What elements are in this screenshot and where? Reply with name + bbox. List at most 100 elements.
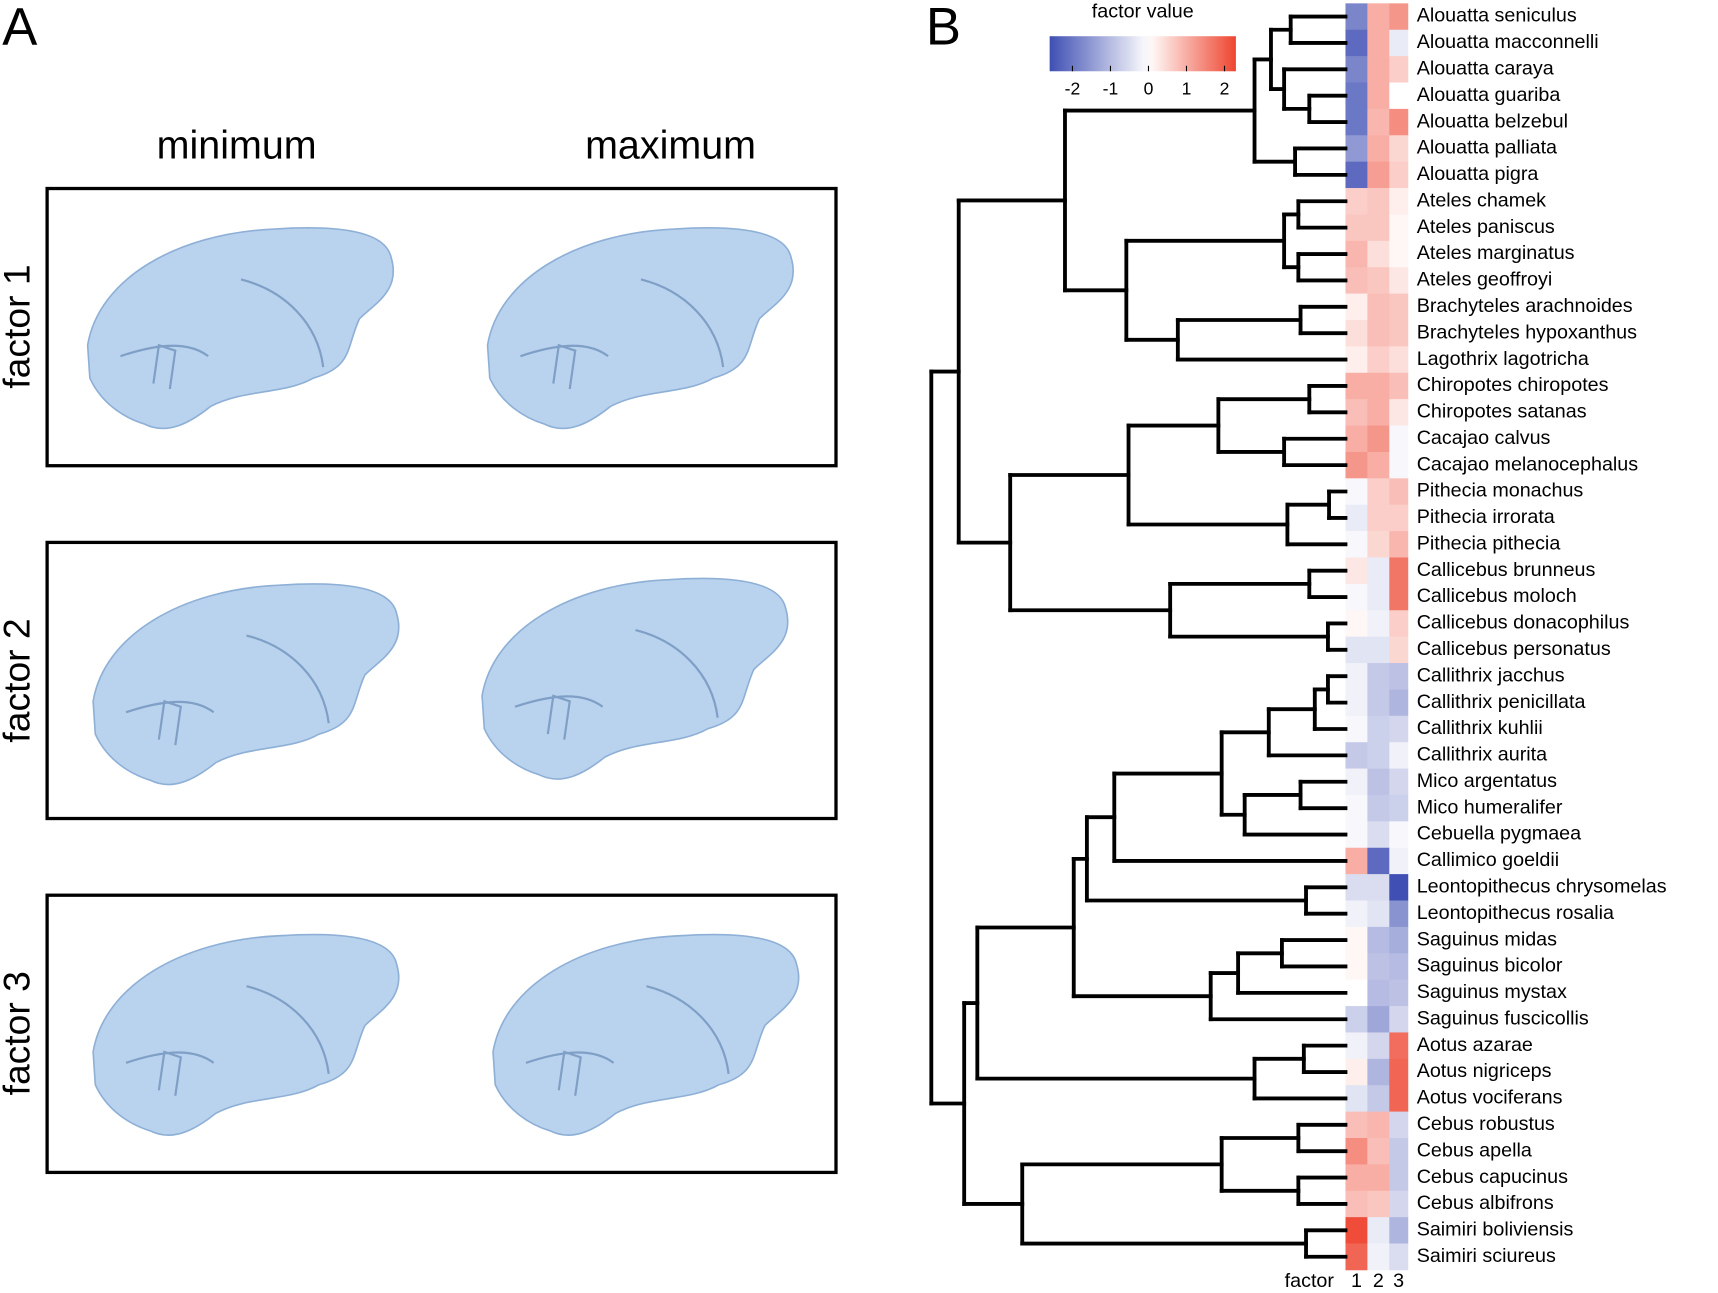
brain-render: [491, 933, 800, 1137]
heatmap-cell: [1367, 1190, 1390, 1218]
species-label: Ateles geoffroyi: [1417, 269, 1553, 291]
heatmap-cell: [1367, 1243, 1390, 1271]
species-label: Saimiri boliviensis: [1417, 1219, 1574, 1241]
species-label: Callithrix penicillata: [1417, 691, 1586, 713]
brain-render: [86, 226, 395, 430]
species-label: Alouatta seniculus: [1417, 5, 1577, 27]
heatmap-cell: [1345, 715, 1368, 743]
heatmap-cell: [1345, 794, 1368, 822]
heatmap-cell: [1345, 874, 1368, 901]
heatmap-cell: [1367, 188, 1390, 215]
heatmap-cell: [1367, 240, 1390, 268]
species-label: Saguinus fuscicollis: [1417, 1007, 1589, 1029]
heatmap-cell: [1345, 557, 1368, 585]
heatmap-cell: [1345, 267, 1368, 294]
species-label: Saimiri sciureus: [1417, 1245, 1556, 1267]
heatmap-cell: [1345, 953, 1368, 981]
heatmap-cell: [1345, 1190, 1368, 1218]
species-label: Callicebus moloch: [1417, 585, 1577, 607]
species-label: Alouatta belzebul: [1417, 110, 1568, 132]
heatmap-cell: [1389, 346, 1409, 374]
species-label: Cebus robustus: [1417, 1113, 1555, 1135]
heatmap-cell: [1345, 240, 1368, 268]
heatmap-cell: [1389, 926, 1409, 954]
heatmap-cell: [1389, 188, 1409, 215]
heatmap-cell: [1389, 504, 1409, 532]
heatmap-cell: [1345, 583, 1368, 611]
heatmap-cell: [1367, 319, 1390, 347]
species-label: Callimico goeldii: [1417, 849, 1559, 871]
heatmap-cell: [1345, 1085, 1368, 1112]
heatmap-cell: [1345, 478, 1368, 506]
heatmap-cell: [1367, 451, 1390, 479]
heatmap-cell: [1367, 1032, 1390, 1060]
heatmap-cell: [1389, 1137, 1409, 1165]
heatmap-cell: [1367, 504, 1390, 532]
heatmap-cell: [1389, 240, 1409, 268]
heatmap-cell: [1389, 1032, 1409, 1060]
heatmap-cell: [1367, 135, 1390, 162]
heatmap-cell: [1367, 82, 1390, 110]
species-label: Mico humeralifer: [1417, 796, 1563, 818]
heatmap-cell: [1367, 478, 1390, 506]
heatmap-cell: [1345, 1032, 1368, 1060]
heatmap-cell: [1389, 1217, 1409, 1244]
heatmap-cell: [1389, 214, 1409, 242]
heatmap-cell: [1389, 319, 1409, 347]
heatmap-cell: [1345, 531, 1368, 558]
species-label: Cacajao melanocephalus: [1417, 453, 1639, 475]
heatmap-cell: [1367, 1058, 1390, 1086]
heatmap-cell: [1389, 557, 1409, 585]
heatmap-cell: [1345, 663, 1368, 690]
heatmap-cell: [1389, 663, 1409, 690]
heatmap-cell: [1389, 1006, 1409, 1033]
heatmap-cell: [1367, 768, 1390, 796]
heatmap-cell: [1389, 1243, 1409, 1271]
species-label: Cebus albifrons: [1417, 1192, 1554, 1214]
species-label: Cacajao calvus: [1417, 427, 1551, 449]
heatmap-cell: [1367, 108, 1390, 136]
row-label: factor 1: [0, 264, 38, 388]
heatmap-cell: [1345, 161, 1368, 189]
heatmap-cell: [1345, 56, 1368, 83]
species-label: Callithrix aurita: [1417, 744, 1547, 766]
heatmap-cell: [1345, 135, 1368, 162]
species-label: Alouatta macconnelli: [1417, 31, 1599, 53]
heatmap-cell: [1345, 689, 1368, 717]
brain-render: [486, 226, 795, 430]
species-label: Alouatta guariba: [1417, 84, 1561, 106]
heatmap-cell: [1389, 1058, 1409, 1086]
species-label: Brachyteles arachnoides: [1417, 295, 1633, 317]
factor-label: 1: [1351, 1270, 1362, 1292]
species-label: Chiropotes chiropotes: [1417, 374, 1609, 396]
panel-label: B: [926, 0, 961, 57]
species-label: Pithecia irrorata: [1417, 506, 1555, 528]
heatmap-cell: [1389, 161, 1409, 189]
heatmap-cell: [1367, 794, 1390, 822]
heatmap-cell: [1345, 108, 1368, 136]
species-label: Alouatta caraya: [1417, 58, 1554, 80]
heatmap-cell: [1367, 979, 1390, 1007]
heatmap-cell: [1345, 293, 1368, 321]
heatmap-cell: [1389, 979, 1409, 1007]
heatmap-cell: [1389, 636, 1409, 664]
heatmap-cell: [1367, 821, 1390, 849]
heatmap-cell: [1367, 557, 1390, 585]
heatmap-cell: [1367, 293, 1390, 321]
colorbar-tick-label: -1: [1103, 79, 1119, 99]
heatmap-cell: [1389, 3, 1409, 31]
heatmap-cell: [1389, 108, 1409, 136]
heatmap-cell: [1389, 953, 1409, 981]
heatmap-cell: [1367, 1164, 1390, 1192]
row-label: factor 3: [0, 971, 38, 1095]
heatmap-cell: [1389, 874, 1409, 901]
heatmap-cell: [1367, 953, 1390, 981]
species-label: Aotus nigriceps: [1417, 1060, 1552, 1082]
heatmap-cell: [1367, 56, 1390, 83]
species-label: Callithrix jacchus: [1417, 664, 1565, 686]
heatmap-cell: [1389, 372, 1409, 400]
column-label: maximum: [585, 123, 756, 167]
heatmap-cell: [1345, 742, 1368, 769]
species-label: Ateles paniscus: [1417, 216, 1555, 238]
heatmap-cell: [1345, 1058, 1368, 1086]
